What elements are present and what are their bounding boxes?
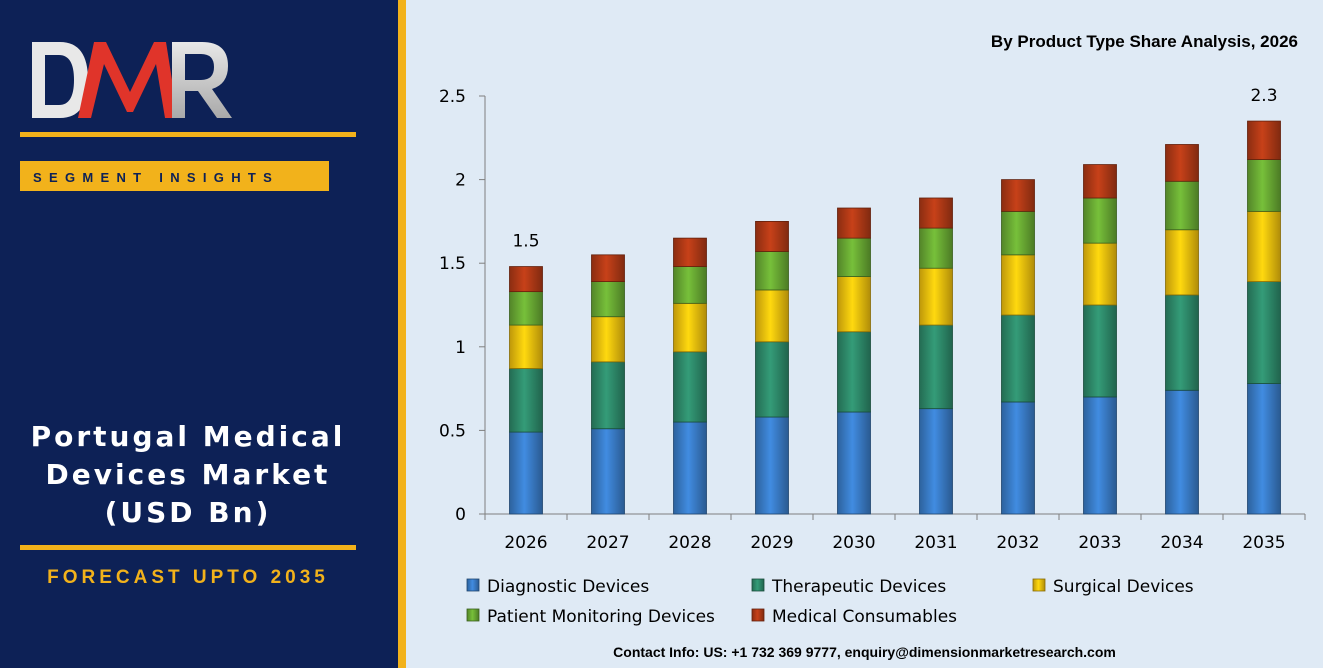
bar-2031-segment-4 xyxy=(919,197,953,229)
bar-2027-segment-1 xyxy=(591,361,625,430)
bar-2030-segment-4 xyxy=(837,207,871,239)
legend-swatch-3 xyxy=(466,608,480,622)
bar-2026-segment-0 xyxy=(509,431,543,515)
bar-2031-segment-3 xyxy=(919,227,953,269)
bar-2030-segment-1 xyxy=(837,331,871,413)
legend-swatch-0 xyxy=(466,578,480,592)
y-tick-label: 1.5 xyxy=(439,254,466,274)
bar-2028-segment-4 xyxy=(673,237,707,267)
market-title: Portugal Medical Devices Market (USD Bn) xyxy=(30,420,346,529)
bar-2029-segment-1 xyxy=(755,341,789,418)
bar-2032-segment-3 xyxy=(1001,210,1035,256)
bar-2034-segment-0 xyxy=(1165,389,1199,515)
segment-insights-badge xyxy=(20,161,329,191)
bar-2035-segment-3 xyxy=(1247,159,1281,212)
bar-2034-segment-2 xyxy=(1165,229,1199,296)
panel-divider xyxy=(398,0,406,668)
bar-2028-segment-3 xyxy=(673,266,707,304)
bar-2026-segment-3 xyxy=(509,291,543,326)
y-tick-label: 2 xyxy=(455,171,466,191)
bar-2033-segment-1 xyxy=(1083,304,1117,398)
bar-2027-segment-4 xyxy=(591,254,625,282)
x-tick-label-2028: 2028 xyxy=(668,533,711,553)
x-tick-label-2034: 2034 xyxy=(1160,533,1203,553)
title-underline xyxy=(20,545,356,550)
x-tick-label-2031: 2031 xyxy=(914,533,957,553)
chart-title: By Product Type Share Analysis, 2026 xyxy=(990,32,1298,51)
bar-2033-segment-4 xyxy=(1083,164,1117,199)
bar-2028-segment-2 xyxy=(673,302,707,353)
x-tick-label-2035: 2035 xyxy=(1242,533,1285,553)
x-tick-label-2032: 2032 xyxy=(996,533,1039,553)
bar-2035-segment-4 xyxy=(1247,120,1281,160)
legend-label-1: Therapeutic Devices xyxy=(771,577,946,597)
contact-info: Contact Info: US: +1 732 369 9777, enqui… xyxy=(613,644,1116,660)
bar-2035-segment-0 xyxy=(1247,383,1281,515)
bar-2029-segment-3 xyxy=(755,251,789,291)
bar-2030-segment-2 xyxy=(837,276,871,333)
x-tick-label-2030: 2030 xyxy=(832,533,875,553)
logo-underline xyxy=(20,132,356,137)
legend-swatch-2 xyxy=(1032,578,1046,592)
x-tick-label-2026: 2026 xyxy=(504,533,547,553)
bar-2030-segment-3 xyxy=(837,237,871,277)
data-label-2026: 1.5 xyxy=(512,232,539,252)
bar-2027-segment-3 xyxy=(591,281,625,318)
bar-2029-segment-0 xyxy=(755,416,789,515)
y-tick-label: 0.5 xyxy=(439,421,466,441)
bar-2033-segment-3 xyxy=(1083,197,1117,244)
bar-2031-segment-0 xyxy=(919,408,953,515)
bar-2029-segment-4 xyxy=(755,220,789,252)
legend-swatch-1 xyxy=(751,578,765,592)
bar-2033-segment-0 xyxy=(1083,396,1117,515)
bar-2029-segment-2 xyxy=(755,289,789,343)
bar-2033-segment-2 xyxy=(1083,242,1117,306)
bar-2035-segment-2 xyxy=(1247,210,1281,282)
y-tick-label: 1 xyxy=(455,338,466,358)
bar-2026-segment-1 xyxy=(509,368,543,433)
bar-2031-segment-2 xyxy=(919,267,953,326)
bar-2032-segment-4 xyxy=(1001,179,1035,212)
bar-2030-segment-0 xyxy=(837,411,871,515)
bar-2028-segment-1 xyxy=(673,351,707,423)
legend-swatch-4 xyxy=(751,608,765,622)
legend-label-3: Patient Monitoring Devices xyxy=(487,607,715,627)
forecast-label: FORECAST UPTO 2035 xyxy=(47,567,329,588)
bar-2032-segment-0 xyxy=(1001,401,1035,515)
bar-2035-segment-1 xyxy=(1247,281,1281,384)
bar-2027-segment-2 xyxy=(591,316,625,363)
legend-label-4: Medical Consumables xyxy=(772,607,957,627)
bar-2034-segment-1 xyxy=(1165,294,1199,391)
bar-2034-segment-4 xyxy=(1165,144,1199,182)
x-tick-label-2033: 2033 xyxy=(1078,533,1121,553)
stacked-bar-chart: 0 0.5 1 1.5 2 2.5 2026 2027 2028 2029 2030 2031 2032… xyxy=(439,86,1306,627)
legend-label-0: Diagnostic Devices xyxy=(487,577,649,597)
bar-2027-segment-0 xyxy=(591,428,625,515)
bar-2031-segment-1 xyxy=(919,324,953,410)
bar-2028-segment-0 xyxy=(673,421,707,515)
bar-2026-segment-4 xyxy=(509,266,543,293)
data-label-2035: 2.3 xyxy=(1250,86,1277,106)
bar-2032-segment-1 xyxy=(1001,314,1035,403)
x-tick-label-2027: 2027 xyxy=(586,533,629,553)
bar-2026-segment-2 xyxy=(509,324,543,369)
bar-2034-segment-3 xyxy=(1165,180,1199,231)
dmr-logo xyxy=(32,42,232,118)
y-tick-label: 2.5 xyxy=(439,87,466,107)
x-tick-label-2029: 2029 xyxy=(750,533,793,553)
bar-2032-segment-2 xyxy=(1001,254,1035,316)
segment-insights-label: SEGMENT INSIGHTS xyxy=(33,170,280,185)
y-tick-label: 0 xyxy=(455,505,466,525)
legend-label-2: Surgical Devices xyxy=(1053,577,1194,597)
